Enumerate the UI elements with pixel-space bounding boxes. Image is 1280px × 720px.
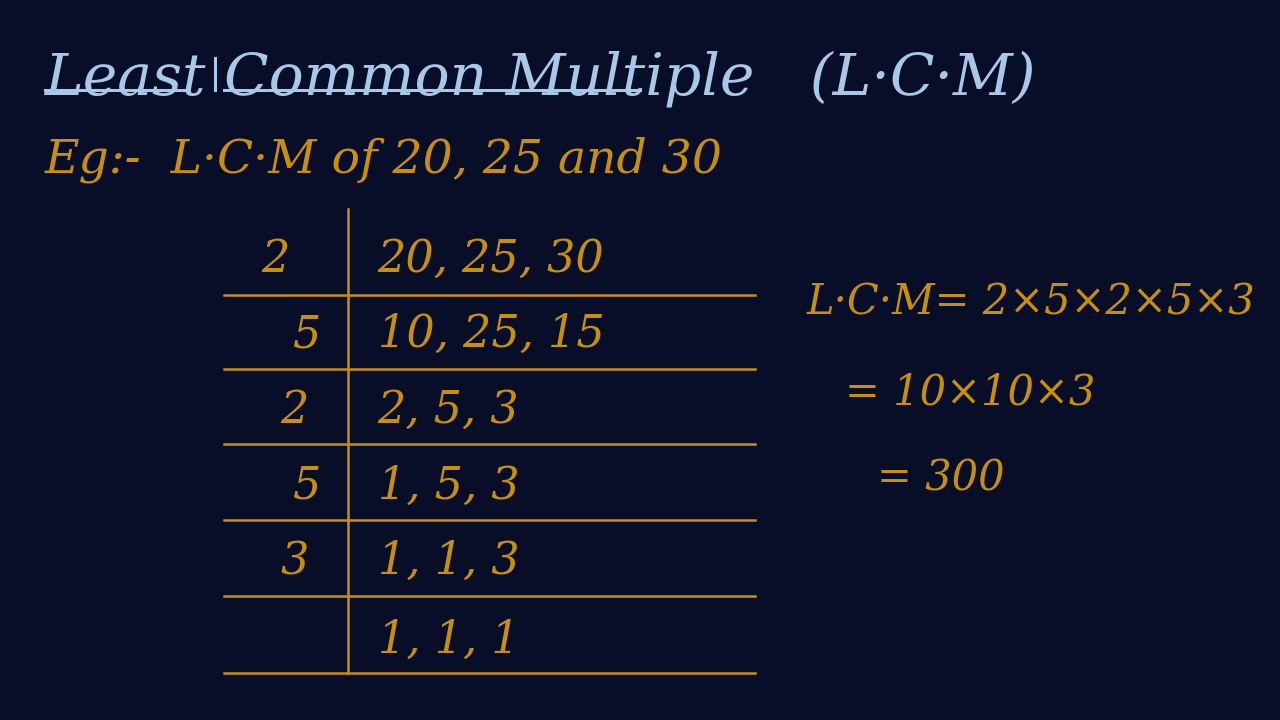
Text: 10, 25, 15: 10, 25, 15 xyxy=(378,313,604,356)
Text: 20, 25, 30: 20, 25, 30 xyxy=(378,238,604,281)
Text: = 10×10×3: = 10×10×3 xyxy=(845,372,1096,413)
Text: 2: 2 xyxy=(280,389,308,432)
Text: 3: 3 xyxy=(280,540,308,583)
Text: 5: 5 xyxy=(293,313,321,356)
Text: 5: 5 xyxy=(293,464,321,508)
Text: = 300: = 300 xyxy=(877,458,1005,500)
Text: 1, 1, 1: 1, 1, 1 xyxy=(378,619,520,662)
Text: L·C·M= 2×5×2×5×3: L·C·M= 2×5×2×5×3 xyxy=(806,282,1256,323)
Text: 1, 1, 3: 1, 1, 3 xyxy=(378,540,520,583)
Text: Least Common Multiple   (L·C·M): Least Common Multiple (L·C·M) xyxy=(45,50,1037,107)
Text: 1, 5, 3: 1, 5, 3 xyxy=(378,464,520,508)
Text: 2: 2 xyxy=(261,238,289,281)
Text: 2, 5, 3: 2, 5, 3 xyxy=(378,389,520,432)
Text: Eg:-  L·C·M of 20, 25 and 30: Eg:- L·C·M of 20, 25 and 30 xyxy=(45,137,723,184)
